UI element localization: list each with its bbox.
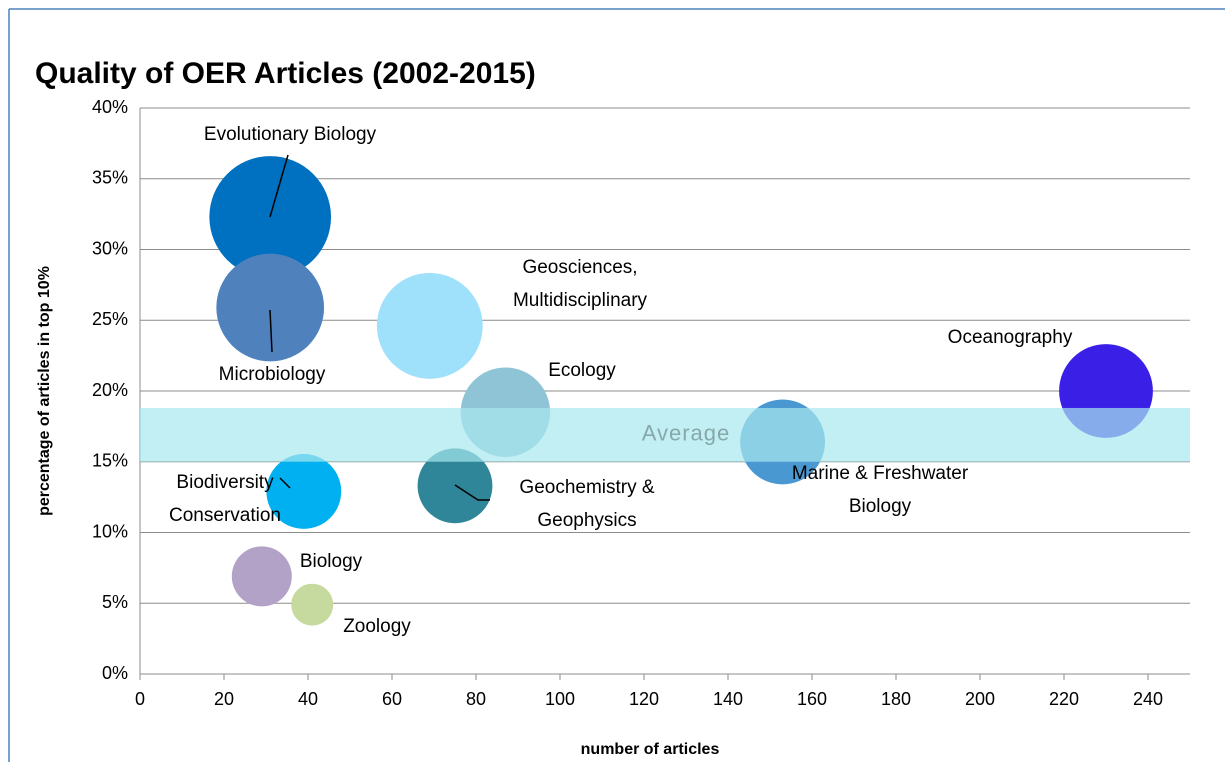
x-tick-label: 220 <box>1049 689 1079 709</box>
x-tick-label: 120 <box>629 689 659 709</box>
chart-title: Quality of OER Articles (2002-2015) <box>35 57 536 90</box>
x-axis-label: number of articles <box>581 741 720 758</box>
leader-line <box>454 484 490 501</box>
x-tick-label: 140 <box>713 689 743 709</box>
bubble <box>231 546 292 607</box>
y-tick-label: 0% <box>102 663 128 683</box>
average-band <box>140 407 1190 462</box>
bubble-label: Geochemistry & Geophysics <box>519 477 655 531</box>
bubble-label: Zoology <box>343 616 411 637</box>
leader-line <box>279 477 291 489</box>
bubble <box>376 272 483 379</box>
y-tick-label: 5% <box>102 592 128 612</box>
bubble <box>216 253 325 362</box>
leader-line <box>269 154 289 218</box>
y-tick-label: 40% <box>92 97 128 117</box>
y-tick-label: 20% <box>92 380 128 400</box>
y-tick-label: 35% <box>92 168 128 188</box>
x-tick-label: 200 <box>965 689 995 709</box>
average-label: Average <box>642 421 731 446</box>
x-tick-label: 240 <box>1133 689 1163 709</box>
x-tick-label: 160 <box>797 689 827 709</box>
bubble-label: Biodiversity Conservation <box>169 472 281 526</box>
x-tick-label: 80 <box>466 689 486 709</box>
bubble-label: Oceanography <box>947 327 1073 348</box>
bubble-label: Microbiology <box>218 364 326 385</box>
x-tick-label: 20 <box>214 689 234 709</box>
y-tick-label: 30% <box>92 238 128 258</box>
bubble-label: Geosciences, Multidisciplinary <box>512 257 648 311</box>
y-tick-label: 25% <box>92 309 128 329</box>
x-tick-label: 0 <box>135 689 145 709</box>
x-tick-label: 60 <box>382 689 402 709</box>
bubble-label: Ecology <box>548 360 616 381</box>
bubble-label: Biology <box>299 551 363 572</box>
bubble <box>291 583 334 626</box>
x-tick-label: 40 <box>298 689 318 709</box>
y-tick-label: 15% <box>92 451 128 471</box>
bubble <box>266 454 342 529</box>
leader-line <box>269 309 273 353</box>
bubble-label: Evolutionary Biology <box>203 124 377 145</box>
x-tick-label: 100 <box>545 689 575 709</box>
y-tick-label: 10% <box>92 521 128 541</box>
bubble-label: Marine & Freshwater Biology <box>791 463 969 517</box>
y-axis-label: percentage of articles in top 10% <box>36 266 53 516</box>
x-tick-label: 180 <box>881 689 911 709</box>
